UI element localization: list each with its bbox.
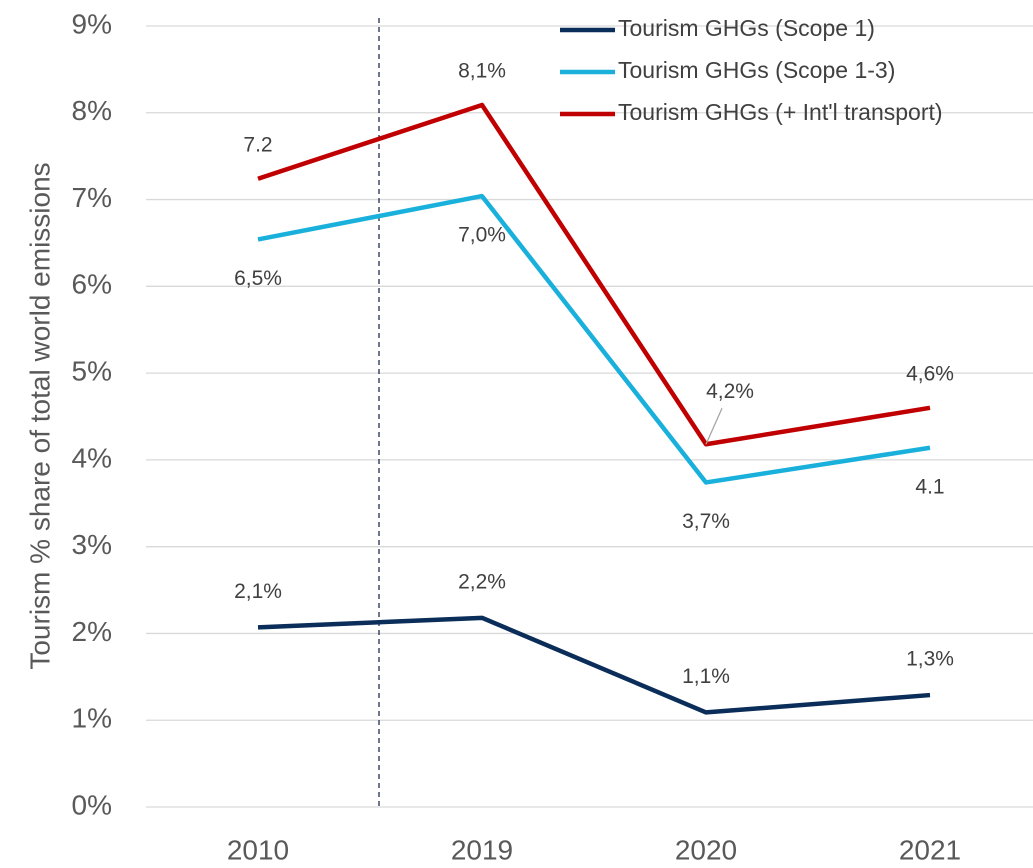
x-tick-label: 2010 <box>227 834 289 865</box>
series-line <box>257 193 931 485</box>
data-label: 6,5% <box>234 267 282 290</box>
y-tick-label: 8% <box>72 95 112 126</box>
y-tick-label: 2% <box>72 616 112 647</box>
y-tick-label: 7% <box>72 182 112 213</box>
data-label: 7.2 <box>243 133 272 156</box>
y-tick-label: 3% <box>72 529 112 560</box>
legend-label: Tourism GHGs (Scope 1) <box>618 15 875 41</box>
data-label: 8,1% <box>458 60 506 83</box>
data-label: 4.1 <box>915 475 944 498</box>
y-tick-label: 1% <box>72 703 112 734</box>
data-label: 4,6% <box>906 362 954 385</box>
data-label: 1,1% <box>682 665 730 688</box>
leader-line <box>705 408 723 445</box>
series-line <box>257 615 931 715</box>
y-tick-label: 4% <box>72 442 112 473</box>
data-label: 2,1% <box>234 580 282 603</box>
x-tick-label: 2019 <box>451 834 513 865</box>
y-tick-label: 9% <box>72 8 112 39</box>
y-tick-label: 6% <box>72 269 112 300</box>
data-label: 7,0% <box>458 224 506 247</box>
data-label: 1,3% <box>906 648 954 671</box>
y-tick-label: 0% <box>72 789 112 820</box>
x-tick-label: 2020 <box>675 834 737 865</box>
legend-label: Tourism GHGs (+ Int'l transport) <box>618 99 943 125</box>
series-line <box>257 102 931 447</box>
data-label: 4,2% <box>706 380 754 403</box>
x-tick-label: 2021 <box>899 834 961 865</box>
y-tick-label: 5% <box>72 356 112 387</box>
data-label: 3,7% <box>682 510 730 533</box>
y-axis-label: Tourism % share of total world emissions <box>24 162 55 669</box>
legend-label: Tourism GHGs (Scope 1-3) <box>618 57 895 83</box>
data-label: 2,2% <box>458 570 506 593</box>
